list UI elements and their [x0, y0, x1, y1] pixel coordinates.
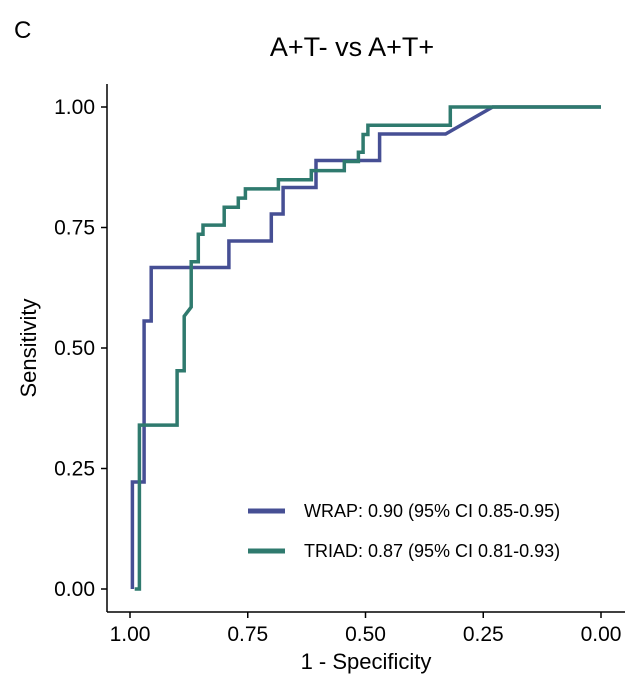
- y-tick-label: 0.75: [54, 217, 95, 240]
- x-tick-label: 0.50: [345, 623, 386, 646]
- legend: WRAP: 0.90 (95% CI 0.85-0.95) TRIAD: 0.87…: [248, 501, 560, 561]
- y-tick-label: 0.00: [54, 578, 95, 601]
- panel-label: C: [14, 17, 31, 44]
- x-tick-label: 1.00: [110, 623, 151, 646]
- roc-line-triad: [134, 105, 601, 591]
- chart-title: A+T- vs A+T+: [270, 32, 434, 62]
- roc-curves: [130, 105, 601, 591]
- y-ticks: 0.00 0.25 0.50 0.75 1.00: [54, 96, 107, 601]
- y-axis-title: Sensitivity: [16, 298, 41, 397]
- y-tick-label: 1.00: [54, 96, 95, 119]
- x-tick-label: 0.00: [581, 623, 622, 646]
- x-ticks: 1.00 0.75 0.50 0.25 0.00: [110, 612, 622, 646]
- y-tick-label: 0.25: [54, 458, 95, 481]
- x-tick-label: 0.75: [227, 623, 268, 646]
- x-tick-label: 0.25: [463, 623, 504, 646]
- y-tick-label: 0.50: [54, 337, 95, 360]
- legend-label: TRIAD: 0.87 (95% CI 0.81-0.93): [304, 541, 560, 561]
- roc-line-wrap: [130, 105, 601, 589]
- x-axis-title: 1 - Specificity: [301, 649, 432, 674]
- legend-label: WRAP: 0.90 (95% CI 0.85-0.95): [304, 501, 560, 521]
